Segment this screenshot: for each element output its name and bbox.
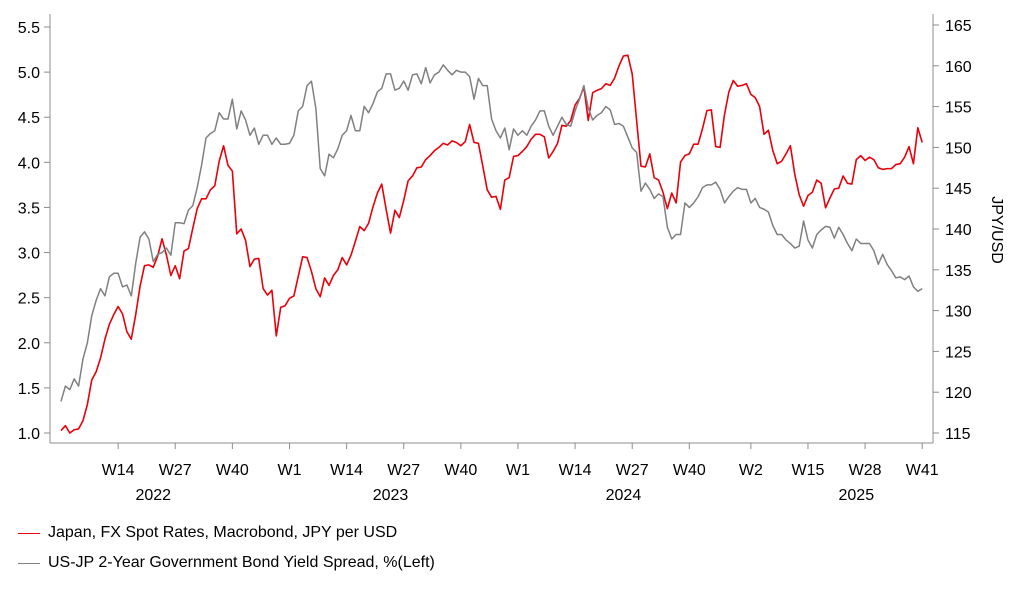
right-tick-label: 145 — [945, 181, 972, 198]
right-tick-label: 125 — [945, 344, 972, 361]
legend-item-spread: US-JP 2-Year Government Bond Yield Sprea… — [18, 554, 435, 572]
series-line-jpy-usd — [60, 54, 923, 434]
right-tick-label: 130 — [945, 304, 972, 321]
x-tick-label: W27 — [387, 462, 420, 479]
right-tick-label: 165 — [945, 18, 972, 35]
legend-label-spread: US-JP 2-Year Government Bond Yield Sprea… — [48, 554, 435, 571]
left-tick-label: 4.0 — [18, 155, 40, 172]
x-tick-label: W27 — [159, 462, 192, 479]
left-tick-label: 5.5 — [18, 20, 40, 37]
series-line-yield-spread — [60, 64, 923, 402]
left-tick-label: 4.5 — [18, 110, 40, 127]
x-tick-label: W40 — [673, 462, 706, 479]
x-year-label: 2022 — [135, 487, 171, 500]
right-tick-label: 115 — [945, 426, 971, 443]
right-tick-label: 160 — [945, 59, 972, 76]
right-tick-label: 120 — [945, 385, 972, 402]
left-tick-label: 1.5 — [18, 381, 40, 398]
right-axis-title: JPY/USD — [988, 196, 1005, 264]
x-tick-label: W1 — [506, 462, 530, 479]
legend-item-jpy: Japan, FX Spot Rates, Macrobond, JPY per… — [18, 524, 397, 542]
right-tick-label: 150 — [945, 140, 972, 157]
right-tick-label: 135 — [945, 263, 972, 280]
left-tick-label: 3.0 — [18, 246, 40, 263]
left-tick-label: 3.5 — [18, 200, 40, 217]
x-tick-label: W40 — [216, 462, 249, 479]
x-year-label: 2025 — [839, 487, 875, 500]
x-tick-label: W14 — [559, 462, 592, 479]
x-year-label: 2023 — [373, 487, 409, 500]
left-tick-label: 2.5 — [18, 291, 40, 308]
x-tick-label: W1 — [277, 462, 301, 479]
x-tick-label: W41 — [906, 462, 939, 479]
x-year-label: 2024 — [606, 487, 642, 500]
x-tick-label: W14 — [102, 462, 135, 479]
right-tick-label: 155 — [945, 100, 972, 117]
left-tick-label: 2.0 — [18, 336, 40, 353]
legend-swatch-jpy — [18, 532, 40, 534]
x-tick-label: W27 — [616, 462, 649, 479]
x-tick-label: W2 — [739, 462, 763, 479]
x-tick-label: W28 — [849, 462, 882, 479]
legend-label-jpy: Japan, FX Spot Rates, Macrobond, JPY per… — [48, 524, 398, 541]
legend-swatch-spread — [18, 562, 40, 564]
line-chart: 1.0 1.5 2.0 2.5 3.0 3.5 4.0 4.5 5.0 5.5 115 120 125 1… — [18, 14, 1005, 504]
right-tick-label: 140 — [945, 222, 972, 239]
left-tick-label: 5.0 — [18, 65, 40, 82]
x-tick-label: W14 — [330, 462, 363, 479]
x-tick-label: W15 — [792, 462, 825, 479]
x-tick-label: W40 — [444, 462, 477, 479]
left-tick-label: 1.0 — [18, 426, 40, 443]
